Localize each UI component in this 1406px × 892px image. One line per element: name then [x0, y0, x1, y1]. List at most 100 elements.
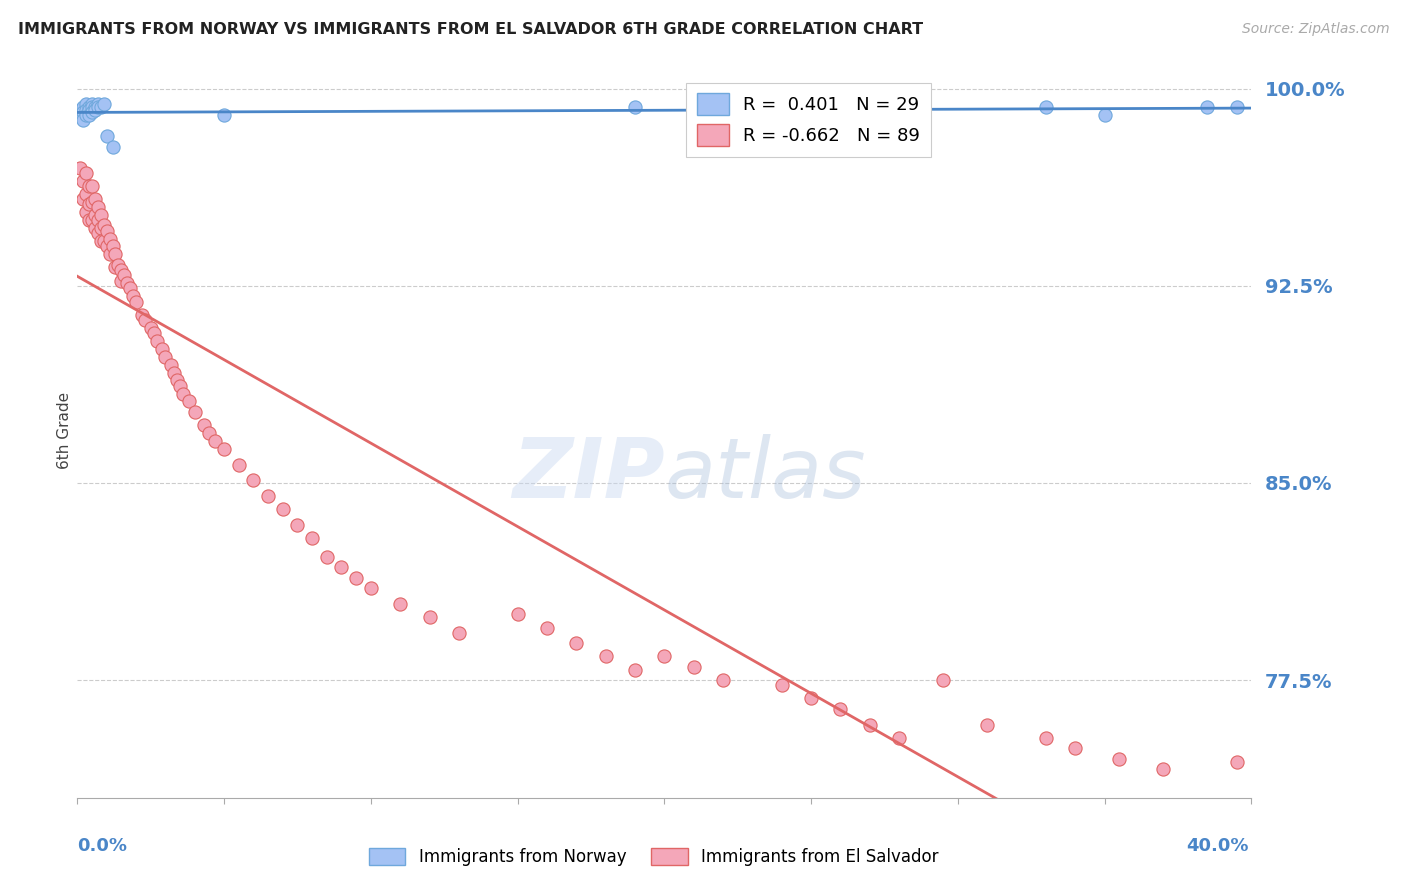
Point [330, 560, 353, 574]
Point [75, 166, 97, 180]
Point [75, 108, 97, 122]
Point [69, 103, 91, 117]
Point [976, 717, 998, 731]
Point [198, 425, 221, 440]
Point [139, 321, 162, 335]
Point [163, 366, 186, 380]
Point [98, 231, 121, 245]
Point [1064, 741, 1087, 756]
Point [419, 610, 441, 624]
Point [98, 247, 121, 261]
Point [87, 100, 110, 114]
Point [1152, 763, 1174, 777]
Point [624, 100, 647, 114]
Point [177, 394, 200, 409]
Point [84, 208, 107, 222]
Point [80, 213, 103, 227]
Point [72, 174, 94, 188]
Point [115, 277, 138, 291]
Point [110, 274, 132, 288]
Point [87, 213, 110, 227]
Text: IMMIGRANTS FROM NORWAY VS IMMIGRANTS FROM EL SALVADOR 6TH GRADE CORRELATION CHAR: IMMIGRANTS FROM NORWAY VS IMMIGRANTS FRO… [18, 22, 924, 37]
Point [770, 678, 793, 692]
Legend: R =  0.401   N = 29, R = -0.662   N = 89: R = 0.401 N = 29, R = -0.662 N = 89 [686, 82, 931, 157]
Point [271, 502, 294, 516]
Point [72, 105, 94, 120]
Point [90, 100, 112, 114]
Point [75, 186, 97, 201]
Point [536, 620, 558, 634]
Point [565, 636, 588, 650]
Point [859, 717, 882, 731]
Point [172, 386, 194, 401]
Point [87, 97, 110, 112]
Point [77, 103, 100, 117]
Point [96, 239, 118, 253]
Point [682, 660, 704, 674]
Point [152, 342, 174, 356]
Point [287, 518, 309, 533]
Point [1226, 100, 1249, 114]
Point [80, 105, 103, 120]
Point [104, 260, 127, 275]
Point [101, 139, 124, 153]
Point [72, 113, 94, 128]
Point [145, 334, 167, 348]
Point [69, 108, 91, 122]
Point [1094, 108, 1116, 122]
Point [122, 289, 145, 303]
Point [69, 161, 91, 175]
Point [110, 263, 132, 277]
Point [315, 549, 337, 564]
Point [101, 239, 124, 253]
Point [125, 294, 148, 309]
Point [595, 649, 617, 664]
Point [112, 268, 135, 283]
Point [84, 103, 107, 117]
Text: 0.0%: 0.0% [77, 837, 128, 855]
Point [1035, 100, 1057, 114]
Point [87, 200, 110, 214]
Point [75, 103, 97, 117]
Point [212, 108, 235, 122]
Point [169, 378, 191, 392]
Point [84, 221, 107, 235]
Point [193, 418, 215, 433]
Point [84, 100, 107, 114]
Point [160, 358, 183, 372]
Point [228, 458, 250, 472]
Y-axis label: 6th Grade: 6th Grade [56, 392, 72, 469]
Point [654, 649, 676, 664]
Point [72, 100, 94, 114]
Point [84, 192, 107, 206]
Point [1035, 731, 1057, 745]
Point [131, 308, 153, 322]
Point [75, 205, 97, 219]
Point [134, 313, 156, 327]
Point [1197, 100, 1219, 114]
Text: 40.0%: 40.0% [1187, 837, 1249, 855]
Point [889, 731, 911, 745]
Point [93, 219, 115, 233]
Point [90, 208, 112, 222]
Point [1108, 752, 1130, 766]
Point [830, 702, 852, 716]
Point [90, 234, 112, 248]
Point [506, 607, 529, 622]
Point [80, 178, 103, 193]
Point [72, 192, 94, 206]
Point [77, 100, 100, 114]
Point [344, 571, 367, 585]
Text: Source: ZipAtlas.com: Source: ZipAtlas.com [1241, 22, 1389, 37]
Point [104, 247, 127, 261]
Text: ZIP: ZIP [512, 434, 665, 515]
Point [166, 374, 188, 388]
Point [93, 234, 115, 248]
Point [96, 224, 118, 238]
Point [447, 625, 470, 640]
Point [77, 213, 100, 227]
Point [90, 221, 112, 235]
Point [242, 473, 264, 487]
Point [142, 326, 165, 340]
Point [80, 100, 103, 114]
